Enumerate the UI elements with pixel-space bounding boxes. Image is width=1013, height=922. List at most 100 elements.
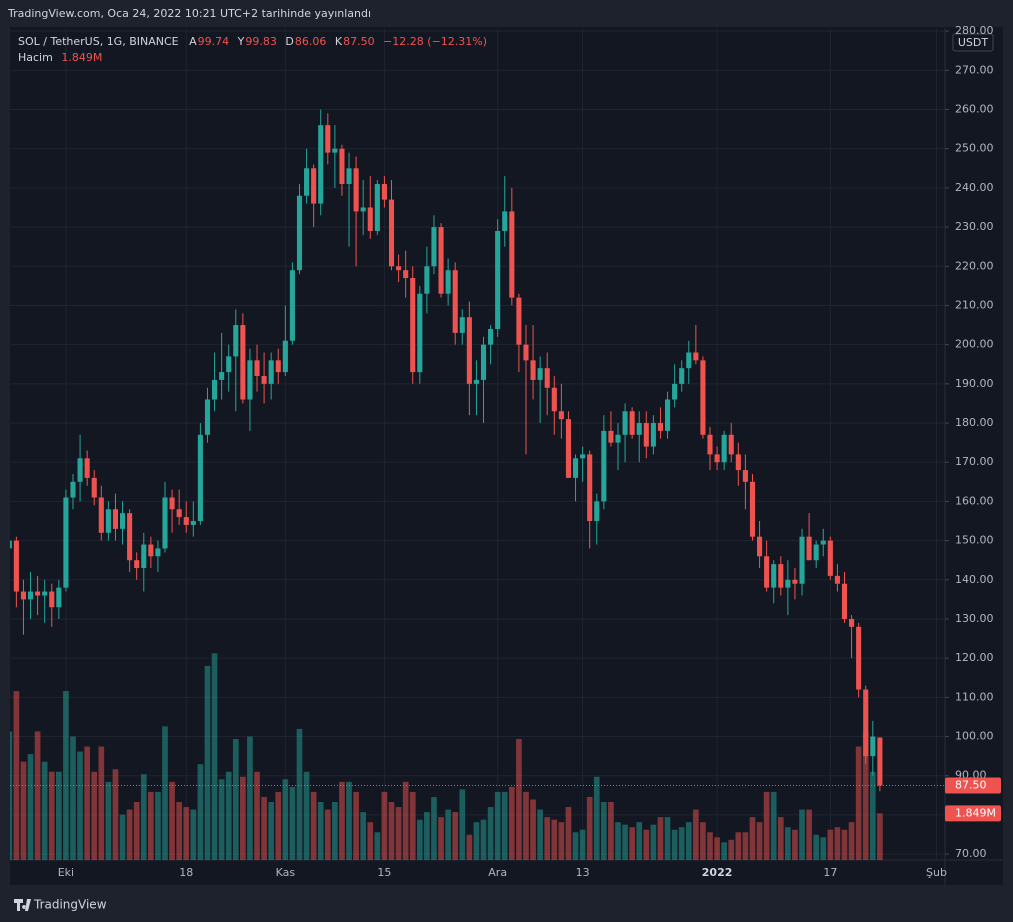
candle-body (212, 379, 218, 400)
candle-body (735, 454, 741, 471)
symbol: SOL / TetherUS, 1G, BINANCE (18, 35, 179, 48)
volume-bar (862, 731, 869, 860)
candle-body (190, 521, 196, 525)
volume-bar (763, 791, 770, 860)
candle-body (742, 470, 748, 482)
candle-body (70, 481, 76, 498)
candle-body (13, 540, 19, 592)
volume-bar (388, 802, 395, 860)
volume-bar (381, 791, 388, 860)
candle-body (49, 591, 55, 608)
candle-body (388, 199, 395, 267)
volume-bar (636, 822, 643, 860)
candle-body (587, 454, 593, 522)
volume-bar (735, 832, 742, 860)
candle-body (714, 454, 720, 463)
candle-body (353, 168, 359, 212)
candle-body (594, 501, 600, 522)
volume-bar (834, 827, 841, 860)
y-tick-label: 100.00 (955, 730, 994, 743)
candle-body (636, 423, 642, 435)
volume-bar (742, 832, 749, 860)
y-tick-label: 240.00 (955, 181, 994, 194)
candle-body (551, 387, 557, 412)
last-volume-tag (945, 805, 1001, 822)
candle-body (877, 737, 883, 786)
candle-body (325, 125, 331, 153)
volume-bar (424, 812, 430, 860)
left-margin (0, 27, 10, 885)
currency-box (952, 33, 994, 52)
candle-body (672, 383, 678, 400)
volume-bar (869, 771, 876, 860)
volume-bar (813, 834, 820, 860)
volume-bar (240, 776, 246, 860)
volume-bar (41, 761, 48, 860)
volume-bar (877, 813, 883, 860)
candle-body (608, 430, 614, 443)
volume-bar (508, 786, 515, 860)
candle-body (558, 411, 564, 420)
y-tick-label: 190.00 (955, 377, 994, 390)
plot (10, 28, 945, 860)
y-tick-label: 250.00 (955, 142, 994, 155)
y-tick-label: 130.00 (955, 612, 994, 625)
candle-body (679, 368, 685, 384)
volume-bar (473, 822, 480, 860)
candle-body (410, 278, 416, 373)
candle-body (749, 481, 756, 537)
y-tick-label: 70.00 (955, 847, 987, 860)
volume-bar (20, 761, 27, 860)
last-price-label: 87.50 (955, 779, 987, 792)
candle-body (240, 325, 246, 400)
volume-bar (105, 781, 112, 860)
y-tick-label: 180.00 (955, 416, 994, 429)
volume-value: 1.849M (61, 51, 103, 64)
volume-bar (91, 771, 98, 860)
volume-bar (785, 827, 791, 860)
y-tick-label: 140.00 (955, 573, 994, 586)
volume-bar (728, 839, 735, 860)
candle-body (523, 344, 529, 361)
candle-layer (10, 109, 883, 792)
candle-body (622, 411, 628, 435)
volume-bar (126, 809, 133, 860)
brand-logo: TradingView (14, 898, 107, 912)
candle-body (134, 560, 140, 569)
volume-bar (700, 822, 706, 860)
candle-body (841, 583, 848, 619)
candle-body (27, 591, 34, 600)
volume-bar (792, 829, 798, 860)
volume-bar (777, 817, 784, 860)
volume-bar (678, 827, 685, 860)
candle-body (799, 536, 805, 584)
volume-bar (162, 726, 168, 860)
candle-body (84, 458, 90, 478)
candle-body (778, 564, 784, 588)
candle-body (289, 270, 295, 341)
candle-body (480, 344, 487, 380)
volume-bar (296, 728, 303, 860)
candle-body (834, 575, 840, 584)
candle-body (197, 434, 203, 522)
candle-body (657, 423, 664, 431)
ohlc-label: K (334, 35, 343, 48)
candle-body (141, 544, 147, 569)
volume-bar (820, 837, 827, 860)
volume-bar (133, 802, 140, 860)
volume-bar (374, 832, 381, 860)
candle-body (806, 536, 812, 561)
ohlc-label: A (189, 35, 197, 48)
candle-body (445, 270, 451, 294)
volume-bar (360, 812, 367, 860)
candle-body (318, 125, 324, 204)
ohlc-value: 87.50 (343, 35, 375, 48)
y-tick-label: 170.00 (955, 455, 994, 468)
volume-bar (232, 738, 239, 860)
volume-bar (608, 802, 614, 860)
caption: TradingView.com, Oca 24, 2022 10:21 UTC+… (7, 7, 371, 20)
candle-body (360, 207, 366, 212)
candle-body (870, 736, 876, 757)
volume-bar (254, 771, 260, 860)
candle-body (396, 266, 402, 271)
